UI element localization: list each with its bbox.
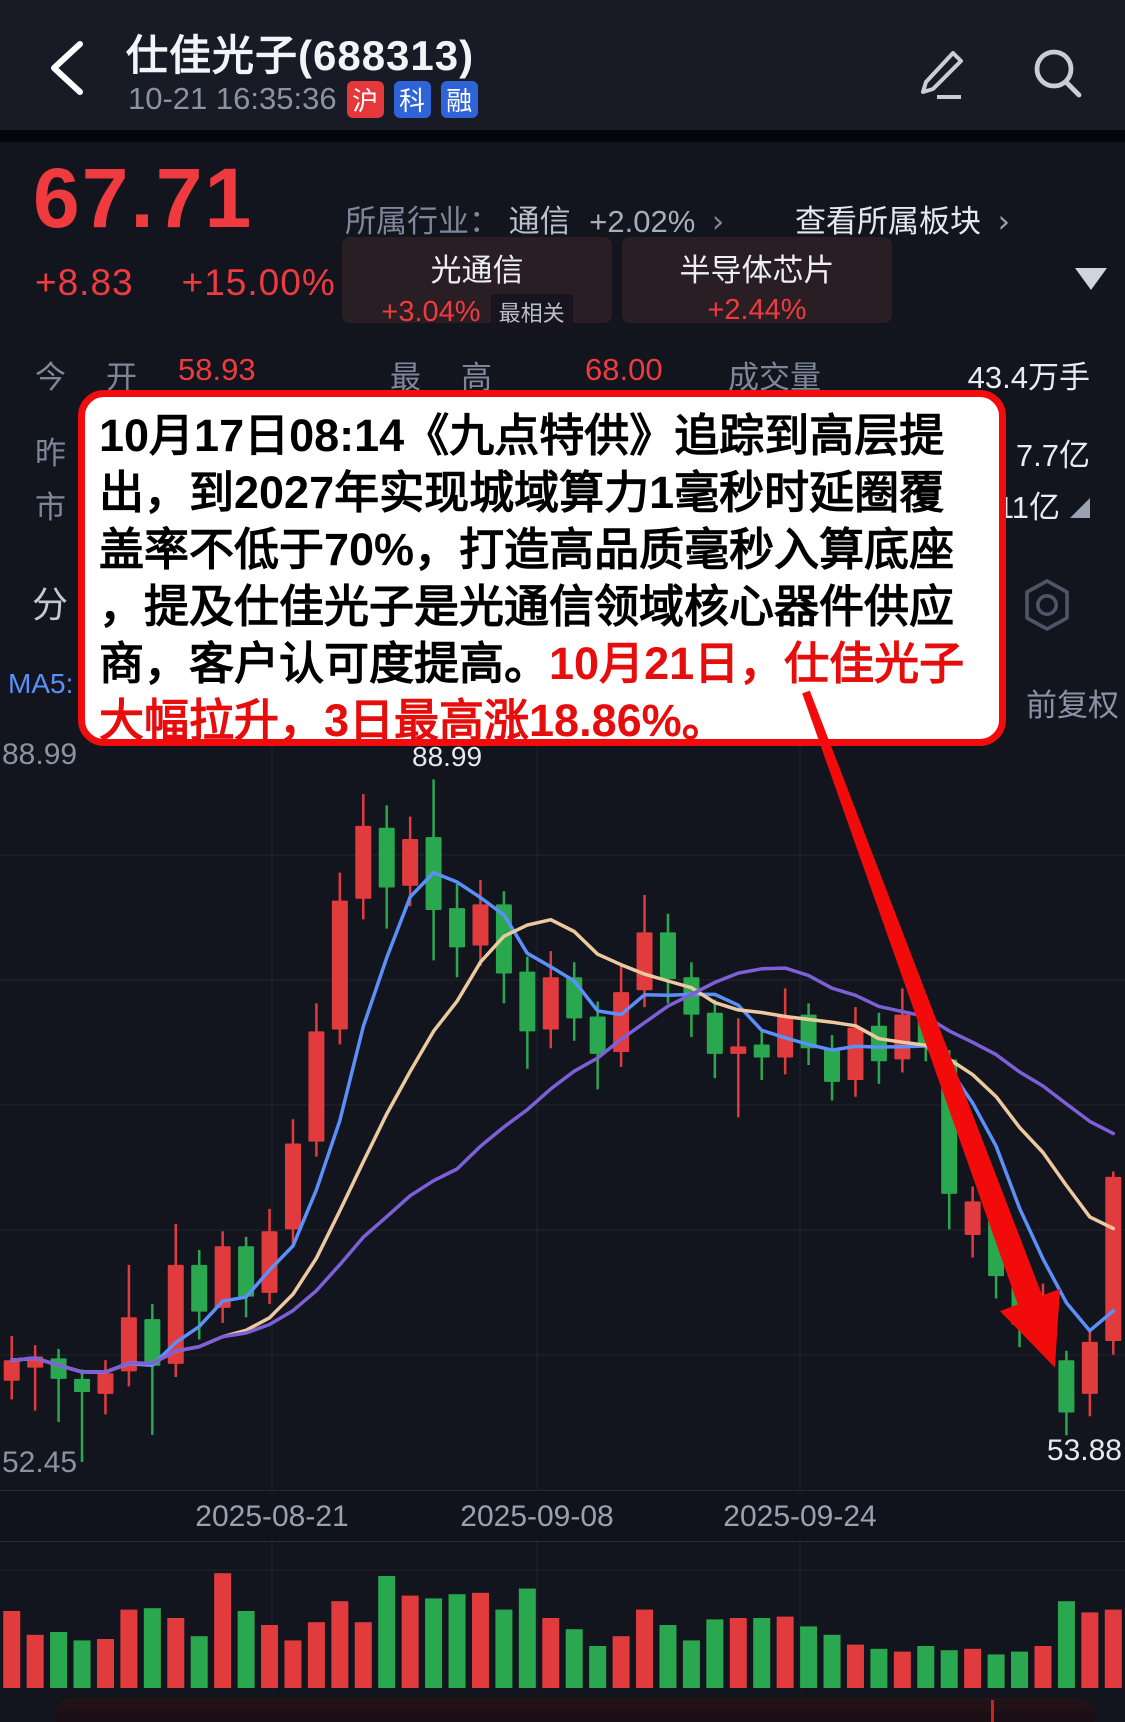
price-change-row: +8.83 +15.00% (35, 262, 384, 304)
news-annotation-box: 10月17日08:14《九点特供》追踪到高层提出，到2027年实现城域算力1毫秒… (78, 390, 1006, 746)
expand-triangle-icon[interactable] (1070, 498, 1090, 518)
stat-prevclose-label-fragment: 昨 (35, 436, 66, 471)
stat-volume-value: 43.4万手 (967, 360, 1090, 395)
sector-name: 光通信 (430, 253, 524, 288)
sector-name: 半导体芯片 (679, 253, 835, 288)
volume-chart[interactable] (0, 1540, 1125, 1690)
divider (0, 130, 1125, 142)
stat-open-label: 今开 (35, 360, 137, 395)
industry-name: 通信 (508, 204, 571, 239)
view-sector-label: 查看所属板块 (794, 204, 981, 239)
stat-volume-label: 成交量 (728, 360, 821, 395)
axis-max-label: 88.99 (2, 738, 77, 771)
stat-high-value: 68.00 (585, 352, 663, 387)
quote-timestamp: 10-21 16:35:36 (128, 81, 337, 116)
indicator-settings-icon[interactable] (1022, 578, 1072, 632)
stat-marketcap-label-fragment: 市 (35, 490, 66, 525)
most-related-tag: 最相关 (490, 294, 573, 330)
back-icon[interactable] (42, 38, 92, 98)
adjust-mode-label[interactable]: 前复权 (1026, 688, 1119, 723)
x-axis-label: 2025-09-08 (460, 1500, 614, 1533)
sector-card-semiconductor[interactable]: 半导体芯片 +2.44% (622, 237, 892, 326)
badge-star-market: 科 (393, 80, 431, 118)
view-sector-link[interactable]: 查看所属板块 › (795, 196, 1010, 241)
annotation-black-text: 10月17日08:14《九点特供》追踪到高层提出，到2027年实现城域算力1毫秒… (99, 410, 955, 689)
stat-high-label: 最高 (390, 360, 492, 395)
badge-margin: 融 (440, 80, 478, 118)
badge-shanghai: 沪 (346, 80, 384, 118)
axis-min-label: 52.45 (2, 1446, 77, 1479)
volume-gridlines (0, 1540, 1125, 1690)
sector-dropdown-icon[interactable] (1075, 268, 1107, 290)
edit-icon[interactable] (909, 45, 969, 107)
stock-title: 仕佳光子(688313) (126, 32, 475, 79)
sector-card-optical[interactable]: 光通信 +3.04% 最相关 (342, 237, 612, 330)
ma5-legend-fragment: MA5: (8, 668, 74, 699)
next-panel-edge (55, 1698, 1095, 1722)
chevron-right-icon: › (997, 204, 1010, 240)
price-change-pct: +15.00% (181, 262, 336, 303)
annotation-red-text: 10月21日，仕佳光子大幅拉升，3日最高涨18.86%。 (99, 638, 965, 746)
x-axis-label: 2025-08-21 (195, 1500, 349, 1533)
sector-change: +3.04% (381, 295, 481, 328)
industry-label: 所属行业： (345, 204, 500, 239)
recent-low-label: 53.88 (1047, 1434, 1122, 1467)
search-icon[interactable] (1029, 45, 1085, 103)
top-nav-bar: 仕佳光子(688313) 10-21 16:35:36 沪 科 融 (0, 0, 1125, 130)
price-change: +8.83 (35, 262, 134, 303)
stat-turnover-value: 7.7亿 (1015, 438, 1090, 473)
quote-time-row: 10-21 16:35:36 沪 科 融 (128, 80, 478, 118)
stat-open-value: 58.93 (178, 352, 256, 387)
industry-row[interactable]: 所属行业： 通信 +2.02% › (345, 196, 724, 241)
industry-change: +2.02% (589, 204, 696, 239)
chevron-right-icon: › (711, 204, 725, 240)
next-panel-tick (991, 1700, 994, 1722)
kline-chart[interactable]: 88.99 88.99 52.45 53.88 (0, 730, 1125, 1490)
x-axis-label: 2025-09-24 (723, 1500, 877, 1533)
peak-price-label: 88.99 (412, 741, 482, 772)
last-price: 67.71 (33, 151, 254, 245)
x-axis-date-strip: 2025-08-21 2025-09-08 2025-09-24 (0, 1490, 1125, 1542)
sector-change: +2.44% (707, 294, 807, 326)
tab-minute-fragment[interactable]: 分 (32, 584, 69, 625)
